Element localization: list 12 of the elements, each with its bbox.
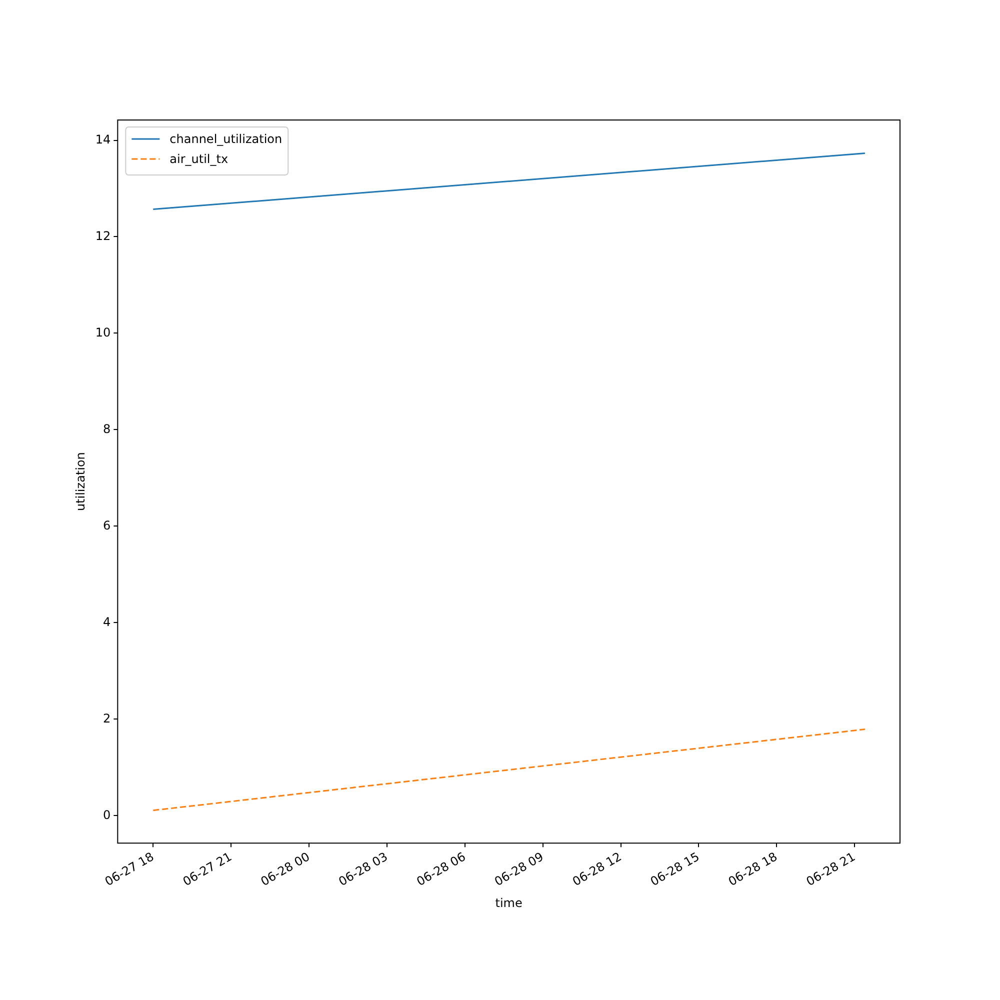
y-tick-label: 2: [103, 711, 111, 726]
y-tick-label: 8: [103, 422, 111, 436]
x-axis-title: time: [495, 896, 522, 910]
legend-label: channel_utilization: [170, 132, 282, 146]
y-axis-title: utilization: [73, 452, 88, 512]
y-tick-label: 0: [103, 808, 111, 822]
legend-label: air_util_tx: [170, 152, 228, 166]
y-tick-label: 4: [103, 614, 111, 629]
y-tick-label: 14: [95, 132, 111, 146]
y-tick-label: 12: [95, 228, 111, 243]
y-tick-label: 10: [95, 325, 111, 340]
y-tick-label: 6: [103, 518, 111, 532]
